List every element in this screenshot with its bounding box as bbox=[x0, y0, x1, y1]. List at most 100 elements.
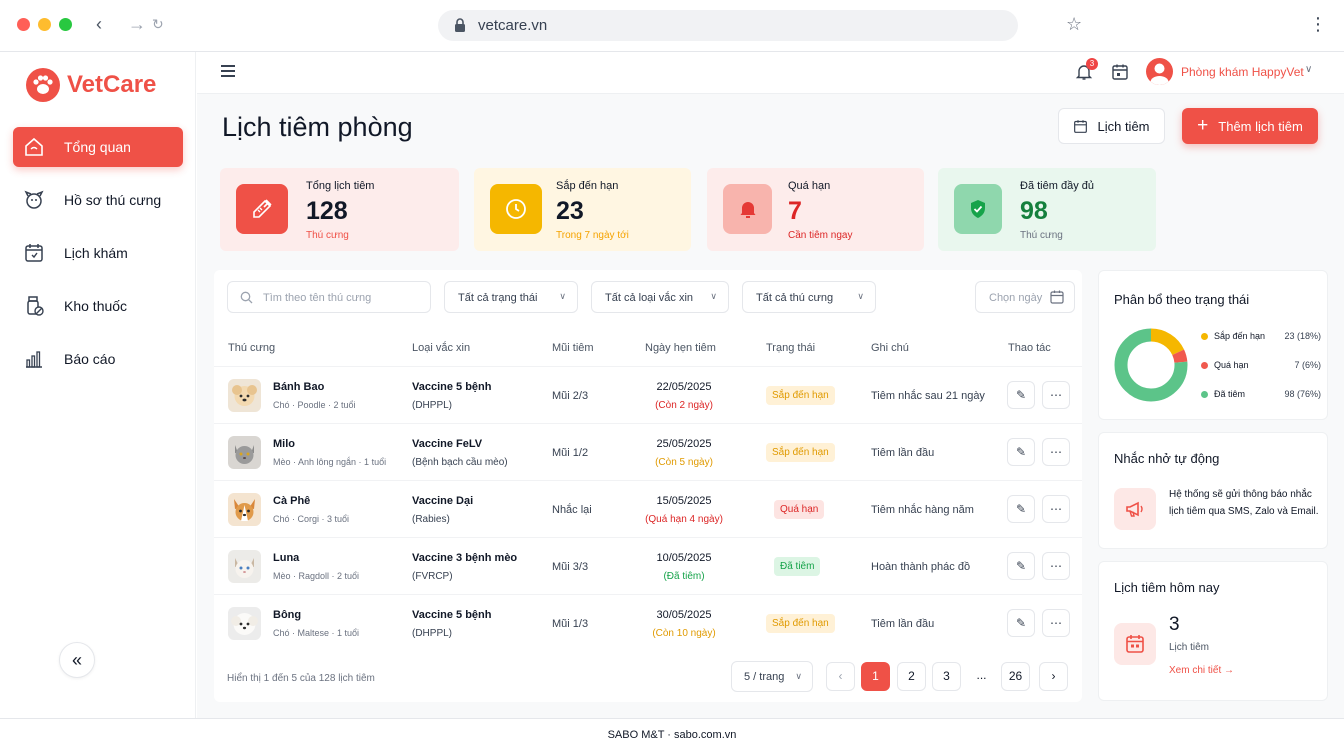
menu-icon[interactable] bbox=[221, 65, 235, 77]
calendar-view-label: Lịch tiêm bbox=[1097, 118, 1150, 134]
edit-button[interactable]: ✎ bbox=[1007, 609, 1035, 637]
sidebar-item-label: Báo cáo bbox=[64, 351, 116, 367]
sidebar-item-medicine-stock[interactable]: Kho thuốc bbox=[13, 286, 183, 326]
status-badge: Quá hạn bbox=[774, 500, 825, 519]
chevron-down-icon[interactable]: ∨ bbox=[1305, 64, 1313, 75]
vaccine-filter-value: Tất cả loại vắc xin bbox=[605, 292, 694, 304]
vaccine-name: Vaccine 5 bệnh bbox=[412, 381, 492, 393]
date-picker[interactable]: Chọn ngày bbox=[975, 281, 1075, 313]
sidebar-item-label: Kho thuốc bbox=[64, 298, 128, 314]
page-button-3[interactable]: 3 bbox=[932, 662, 961, 691]
due-date: 30/05/2025 bbox=[656, 609, 712, 621]
card-title: Phân bổ theo trạng thái bbox=[1114, 292, 1250, 307]
note: Tiêm lần đầu bbox=[871, 447, 935, 459]
prev-page-button[interactable]: ‹ bbox=[826, 662, 855, 691]
megaphone-icon bbox=[1114, 488, 1156, 530]
notification-badge: 3 bbox=[1086, 58, 1098, 70]
more-button[interactable]: ⋯ bbox=[1042, 609, 1070, 637]
stat-value: 98 bbox=[1020, 197, 1048, 225]
due-date: 22/05/2025 bbox=[656, 381, 712, 393]
date-picker-placeholder: Chọn ngày bbox=[989, 292, 1043, 304]
pet-name: Bánh Bao bbox=[273, 381, 325, 393]
more-button[interactable]: ⋯ bbox=[1042, 495, 1070, 523]
edit-button[interactable]: ✎ bbox=[1007, 552, 1035, 580]
calendar-icon[interactable] bbox=[1111, 63, 1129, 81]
pet-name: Milo bbox=[273, 438, 295, 450]
pet-filter-select[interactable]: Tất cả thú cưng ∨ bbox=[742, 281, 876, 313]
url-text: vetcare.vn bbox=[478, 17, 548, 34]
pet-info: Chó · Maltese · 1 tuổi bbox=[273, 628, 360, 638]
dose: Mũi 1/3 bbox=[552, 618, 589, 630]
pet-photo bbox=[228, 607, 261, 640]
bookmark-star-icon[interactable]: ☆ bbox=[1066, 14, 1083, 34]
paw-icon bbox=[26, 68, 60, 102]
due-date-note: (Quá hạn 4 ngày) bbox=[645, 514, 723, 525]
legend-label: Đã tiêm bbox=[1214, 389, 1246, 399]
calendar-view-button[interactable]: Lịch tiêm bbox=[1058, 108, 1165, 144]
more-button[interactable]: ⋯ bbox=[1042, 552, 1070, 580]
edit-button[interactable]: ✎ bbox=[1007, 438, 1035, 466]
table-row[interactable]: Bánh Bao Chó · Poodle · 2 tuổi Vaccine 5… bbox=[214, 366, 1082, 423]
column-header-actions: Thao tác bbox=[1008, 342, 1051, 354]
page-ellipsis: ... bbox=[976, 668, 987, 682]
column-header-vaccine: Loại vắc xin bbox=[412, 342, 471, 354]
search-input[interactable]: Tìm theo tên thú cưng bbox=[227, 281, 431, 313]
stat-label: Tổng lịch tiêm bbox=[306, 180, 375, 192]
pet-name: Cà Phê bbox=[273, 495, 311, 507]
pet-icon bbox=[24, 190, 44, 209]
sidebar-item-pet-records[interactable]: Hồ sơ thú cưng bbox=[13, 180, 183, 220]
vaccine-filter-select[interactable]: Tất cả loại vắc xin ∨ bbox=[591, 281, 729, 313]
pet-info: Chó · Poodle · 2 tuổi bbox=[273, 400, 356, 410]
view-details-link[interactable]: Xem chi tiết → bbox=[1169, 665, 1235, 676]
more-dots-icon: ⋯ bbox=[1050, 616, 1062, 630]
table-row[interactable]: Bông Chó · Maltese · 1 tuổi Vaccine 5 bệ… bbox=[214, 594, 1082, 651]
page-button-2[interactable]: 2 bbox=[897, 662, 926, 691]
page-button-26[interactable]: 26 bbox=[1001, 662, 1030, 691]
vaccine-sub: (Rabies) bbox=[412, 514, 450, 525]
sidebar-item-reports[interactable]: Báo cáo bbox=[13, 339, 183, 379]
pet-name: Luna bbox=[273, 552, 300, 564]
window-minimize-button[interactable] bbox=[38, 18, 51, 31]
status-badge: Sắp đến hạn bbox=[766, 386, 835, 405]
edit-button[interactable]: ✎ bbox=[1007, 381, 1035, 409]
status-badge: Đã tiêm bbox=[774, 557, 821, 576]
page-button-1[interactable]: 1 bbox=[861, 662, 890, 691]
window-close-button[interactable] bbox=[17, 18, 30, 31]
column-header-note: Ghi chú bbox=[871, 342, 909, 354]
user-avatar[interactable] bbox=[1146, 58, 1173, 85]
card-title: Nhắc nhở tự động bbox=[1114, 451, 1220, 466]
legend-dot bbox=[1201, 333, 1208, 341]
status-filter-value: Tất cả trạng thái bbox=[458, 292, 538, 304]
brand-logo[interactable]: VetCare bbox=[26, 68, 156, 102]
more-button[interactable]: ⋯ bbox=[1042, 381, 1070, 409]
collapse-sidebar-button[interactable]: « bbox=[59, 642, 95, 678]
stat-sub: Thú cưng bbox=[1020, 230, 1063, 241]
legend-value: 98 (76%) bbox=[1284, 389, 1321, 399]
browser-menu-icon[interactable]: ⋮ bbox=[1309, 14, 1327, 34]
back-icon[interactable]: ‹ bbox=[96, 14, 102, 34]
sidebar-item-appointments[interactable]: Lịch khám bbox=[13, 233, 183, 273]
reload-icon[interactable]: ↻ bbox=[152, 16, 164, 32]
status-filter-select[interactable]: Tất cả trạng thái ∨ bbox=[444, 281, 578, 313]
add-schedule-button[interactable]: + Thêm lịch tiêm bbox=[1182, 108, 1318, 144]
clinic-name[interactable]: Phòng khám HappyVet bbox=[1181, 65, 1304, 79]
more-button[interactable]: ⋯ bbox=[1042, 438, 1070, 466]
table-row[interactable]: Cà Phê Chó · Corgi · 3 tuổi Vaccine Dại … bbox=[214, 480, 1082, 537]
page-size-select[interactable]: 5 / trang ∨ bbox=[731, 661, 813, 692]
window-maximize-button[interactable] bbox=[59, 18, 72, 31]
table-row[interactable]: Luna Mèo · Ragdoll · 2 tuổi Vaccine 3 bệ… bbox=[214, 537, 1082, 594]
table-row[interactable]: Milo Mèo · Anh lông ngắn · 1 tuổi Vaccin… bbox=[214, 423, 1082, 480]
dose: Nhắc lại bbox=[552, 504, 592, 516]
more-dots-icon: ⋯ bbox=[1050, 559, 1062, 573]
forward-icon[interactable]: → bbox=[128, 14, 146, 34]
chevron-down-icon: ∨ bbox=[795, 671, 802, 681]
pencil-icon: ✎ bbox=[1015, 502, 1027, 516]
next-page-button[interactable]: › bbox=[1039, 662, 1068, 691]
legend-item-upcoming: Sắp đến hạn 23 (18%) bbox=[1201, 331, 1321, 341]
stat-label: Quá hạn bbox=[788, 180, 831, 192]
sidebar-item-overview[interactable]: Tổng quan bbox=[13, 127, 183, 167]
chevron-down-icon: ∨ bbox=[857, 291, 864, 301]
due-date-note: (Còn 2 ngày) bbox=[655, 400, 713, 411]
edit-button[interactable]: ✎ bbox=[1007, 495, 1035, 523]
address-bar[interactable]: vetcare.vn bbox=[438, 10, 1018, 41]
